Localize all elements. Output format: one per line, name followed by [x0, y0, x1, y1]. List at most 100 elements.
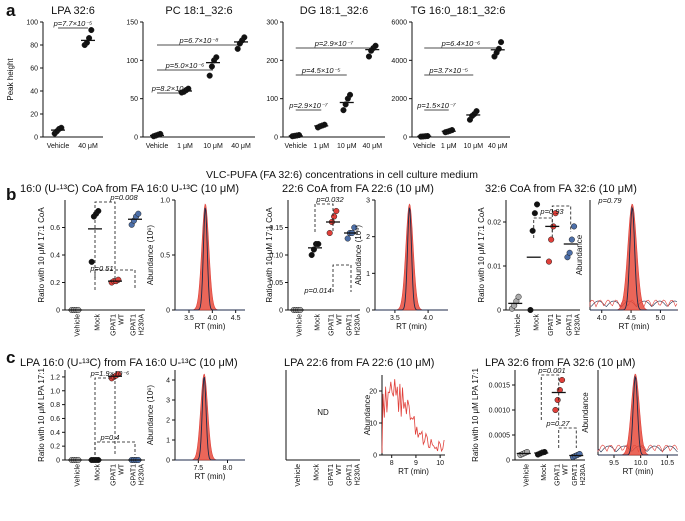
y-tick-label-b1c: 0: [166, 308, 170, 315]
plot-title-a4: TG 16:0_18:1_32:6: [411, 5, 506, 17]
y-tick-label-a1: 0: [34, 135, 38, 142]
x-axis-label-c1c: RT (min): [195, 472, 226, 481]
sig-bracket-b3: [551, 205, 572, 232]
y-axis-label-b1: Ratio with 10 μM 17:1 CoA: [37, 207, 46, 303]
category-label-b2: GPAT1 WT: [329, 313, 344, 336]
x-tick-label-b1c: 3.5: [184, 315, 194, 322]
y-tick-label-b3: 0: [497, 308, 501, 315]
category-label-c3-line: Mock: [541, 464, 548, 481]
plot-title-b3: 32:6 CoA from FA 32:6 (10 μM): [485, 183, 637, 195]
x-axis-label-b1c: RT (min): [195, 322, 226, 331]
y-tick-label-b2c: 1: [366, 271, 370, 278]
data-point-a2: [234, 45, 241, 52]
y-tick-label-b2: 0.05: [269, 280, 283, 287]
y-tick-label-c1: 0.6: [50, 416, 60, 423]
category-label-c3-line: GPAT1: [572, 464, 579, 486]
data-point-a3: [365, 53, 373, 60]
p-value-b2: p=0.032: [315, 195, 344, 204]
y-tick-label-b3: 0.01: [487, 264, 501, 271]
p-value-a1: p=7.7×10⁻⁵: [53, 19, 93, 28]
y-tick-label-b2c: 3: [366, 198, 370, 205]
chromatogram-trace-c1c: [175, 377, 245, 461]
x-axis-label-b2c: RT (min): [396, 322, 427, 331]
category-label-c1: Mock: [95, 464, 102, 481]
y-tick-label-c2c: 0: [373, 453, 377, 460]
p-value-a3: p=2.9×10⁻⁷: [314, 39, 354, 48]
data-point-b3: [515, 293, 522, 300]
x-tick-label-b3c: 4.5: [626, 315, 636, 322]
data-point-b3: [571, 223, 578, 230]
y-tick-label-a3: 100: [266, 96, 278, 103]
data-point-c3: [559, 376, 566, 384]
y-tick-label-c3: 0.0015: [489, 383, 511, 390]
data-point-a2: [208, 63, 215, 70]
data-point-b1: [88, 258, 95, 265]
x-tick-label-c2c: 8: [390, 460, 394, 467]
category-label-b3: Vehicle: [515, 314, 522, 337]
chromatogram-peak-b1c: [175, 203, 245, 311]
p-value-c1: p=0.4: [100, 433, 120, 442]
y-tick-label-b3: 0.02: [487, 220, 501, 227]
category-label-b3-line: GPAT1: [566, 314, 573, 336]
x-tick-label-b1c: 4.0: [207, 315, 217, 322]
category-label-b1-line: GPAT1: [131, 314, 138, 336]
y-tick-label-b2: 0.10: [269, 253, 283, 260]
p-value-b3: p=0.79: [597, 196, 622, 205]
plot-title-a3: DG 18:1_32:6: [300, 5, 369, 17]
sig-bracket-b3: [533, 217, 553, 238]
y-tick-label-a1: 40: [30, 89, 38, 96]
plot-title-c1: LPA 16:0 (U-¹³C) from FA 16:0 U-¹³C (10 …: [20, 357, 238, 369]
category-label-b3: GPAT1 WT: [548, 313, 563, 336]
category-label-c2: GPAT1 WT: [328, 463, 343, 486]
data-point-b3: [552, 210, 559, 217]
category-label-b2-line: GPAT1: [329, 314, 336, 336]
category-label-c3-line: GPAT1: [554, 464, 561, 486]
category-label-c2-line: H230A: [354, 464, 361, 486]
category-label-c2-line: WT: [336, 463, 343, 475]
y-tick-label-c1: 1.2: [50, 374, 60, 381]
data-point-a3: [372, 42, 379, 49]
y-tick-label-c1c: 1: [166, 438, 170, 445]
category-label-a2: 40 μM: [231, 143, 251, 150]
category-label-c3: Mock: [541, 464, 548, 481]
data-point-a4: [473, 108, 480, 115]
y-tick-label-c3: 0.0005: [489, 433, 511, 440]
data-point-c3: [554, 396, 561, 404]
data-point-b3: [534, 201, 541, 208]
x-tick-label-c2c: 10: [436, 460, 444, 467]
plot-title-a1: LPA 32:6: [51, 5, 95, 17]
y-tick-label-c1: 0.4: [50, 430, 60, 437]
data-point-b2: [308, 251, 315, 259]
panel-b-label: b: [6, 185, 16, 204]
y-tick-label-a1: 100: [26, 20, 38, 27]
y-axis-label-c3: Ratio with 10 μM LPA 17:1: [471, 368, 480, 462]
y-axis-label-c1: Ratio with 10 μM LPA 17:1: [37, 368, 46, 462]
y-tick-label-a1: 20: [30, 112, 38, 119]
category-label-b1-line: WT: [119, 313, 126, 325]
category-label-c3-line: Vehicle: [523, 464, 530, 487]
y-tick-label-c2c: 10: [369, 421, 377, 428]
category-label-a4: Vehicle: [413, 143, 436, 150]
category-label-c1-line: Vehicle: [75, 464, 82, 487]
data-point-a2: [241, 34, 248, 41]
data-point-b3: [566, 249, 573, 256]
y-tick-label-a1: 60: [30, 66, 38, 73]
category-label-b3-line: Vehicle: [515, 314, 522, 337]
panel-a-label: a: [6, 1, 16, 20]
y-tick-label-a4: 6000: [391, 20, 407, 27]
sig-bracket-c1: [94, 441, 136, 455]
plot-title-b1: 16:0 (U-¹³C) CoA from FA 16:0 U-¹³C (10 …: [20, 183, 239, 195]
category-label-a3: 40 μM: [362, 143, 382, 150]
category-label-c2-line: GPAT1: [328, 464, 335, 486]
category-label-b3-line: Mock: [533, 314, 540, 331]
category-label-c2-line: Vehicle: [295, 464, 302, 487]
data-point-b2: [315, 240, 322, 248]
category-label-c2: Vehicle: [295, 464, 302, 487]
category-label-c1-line: GPAT1: [111, 464, 118, 486]
y-tick-label-a4: 2000: [391, 96, 407, 103]
data-point-b2: [326, 229, 333, 237]
y-tick-label-a3: 300: [266, 20, 278, 27]
x-tick-label-b3c: 4.0: [597, 315, 607, 322]
panel-c-label: c: [6, 348, 15, 367]
